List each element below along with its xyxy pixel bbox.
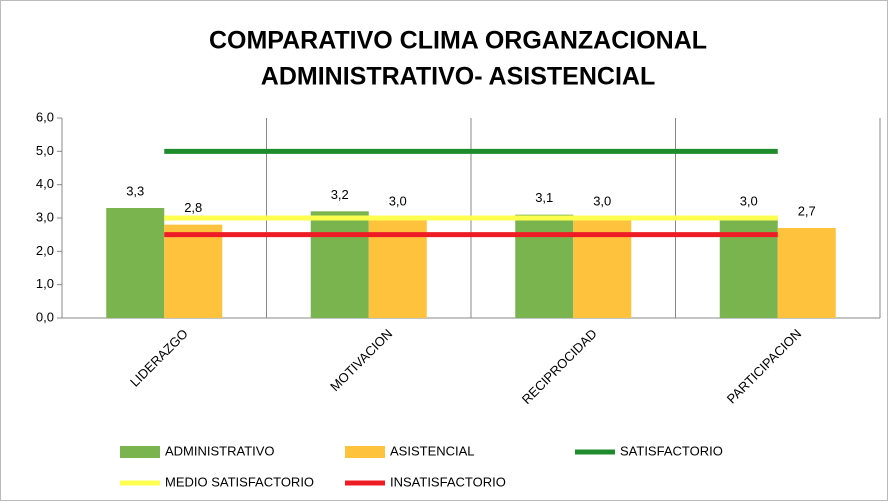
data-label: 2,8 <box>184 200 202 215</box>
data-label: 3,1 <box>535 190 553 205</box>
data-label: 3,0 <box>740 193 758 208</box>
bar <box>777 228 836 318</box>
y-tick-label: 0,0 <box>36 309 54 324</box>
legend-label: SATISFACTORIO <box>620 443 723 458</box>
legend-swatch <box>120 446 160 458</box>
y-tick-label: 2,0 <box>36 243 54 258</box>
legend-label: INSATISFACTORIO <box>390 474 506 489</box>
chart-title: COMPARATIVO CLIMA ORGANZACIONAL <box>209 27 707 55</box>
data-label: 2,7 <box>798 203 816 218</box>
legend-swatch <box>345 446 385 458</box>
legend-label: ASISTENCIAL <box>390 443 475 458</box>
y-tick-label: 5,0 <box>36 143 54 158</box>
chart-title: ADMINISTRATIVO- ASISTENCIAL <box>261 63 655 91</box>
data-label: 3,0 <box>593 193 611 208</box>
bar <box>164 224 223 318</box>
data-label: 3,2 <box>331 187 349 202</box>
bar <box>515 214 574 318</box>
data-label: 3,3 <box>126 183 144 198</box>
y-tick-label: 4,0 <box>36 176 54 191</box>
y-tick-label: 6,0 <box>36 109 54 124</box>
y-tick-label: 3,0 <box>36 209 54 224</box>
bar <box>106 208 165 318</box>
data-label: 3,0 <box>389 193 407 208</box>
legend-label: ADMINISTRATIVO <box>165 443 275 458</box>
bar <box>310 211 369 318</box>
y-tick-label: 1,0 <box>36 276 54 291</box>
legend-label: MEDIO SATISFACTORIO <box>165 474 314 489</box>
